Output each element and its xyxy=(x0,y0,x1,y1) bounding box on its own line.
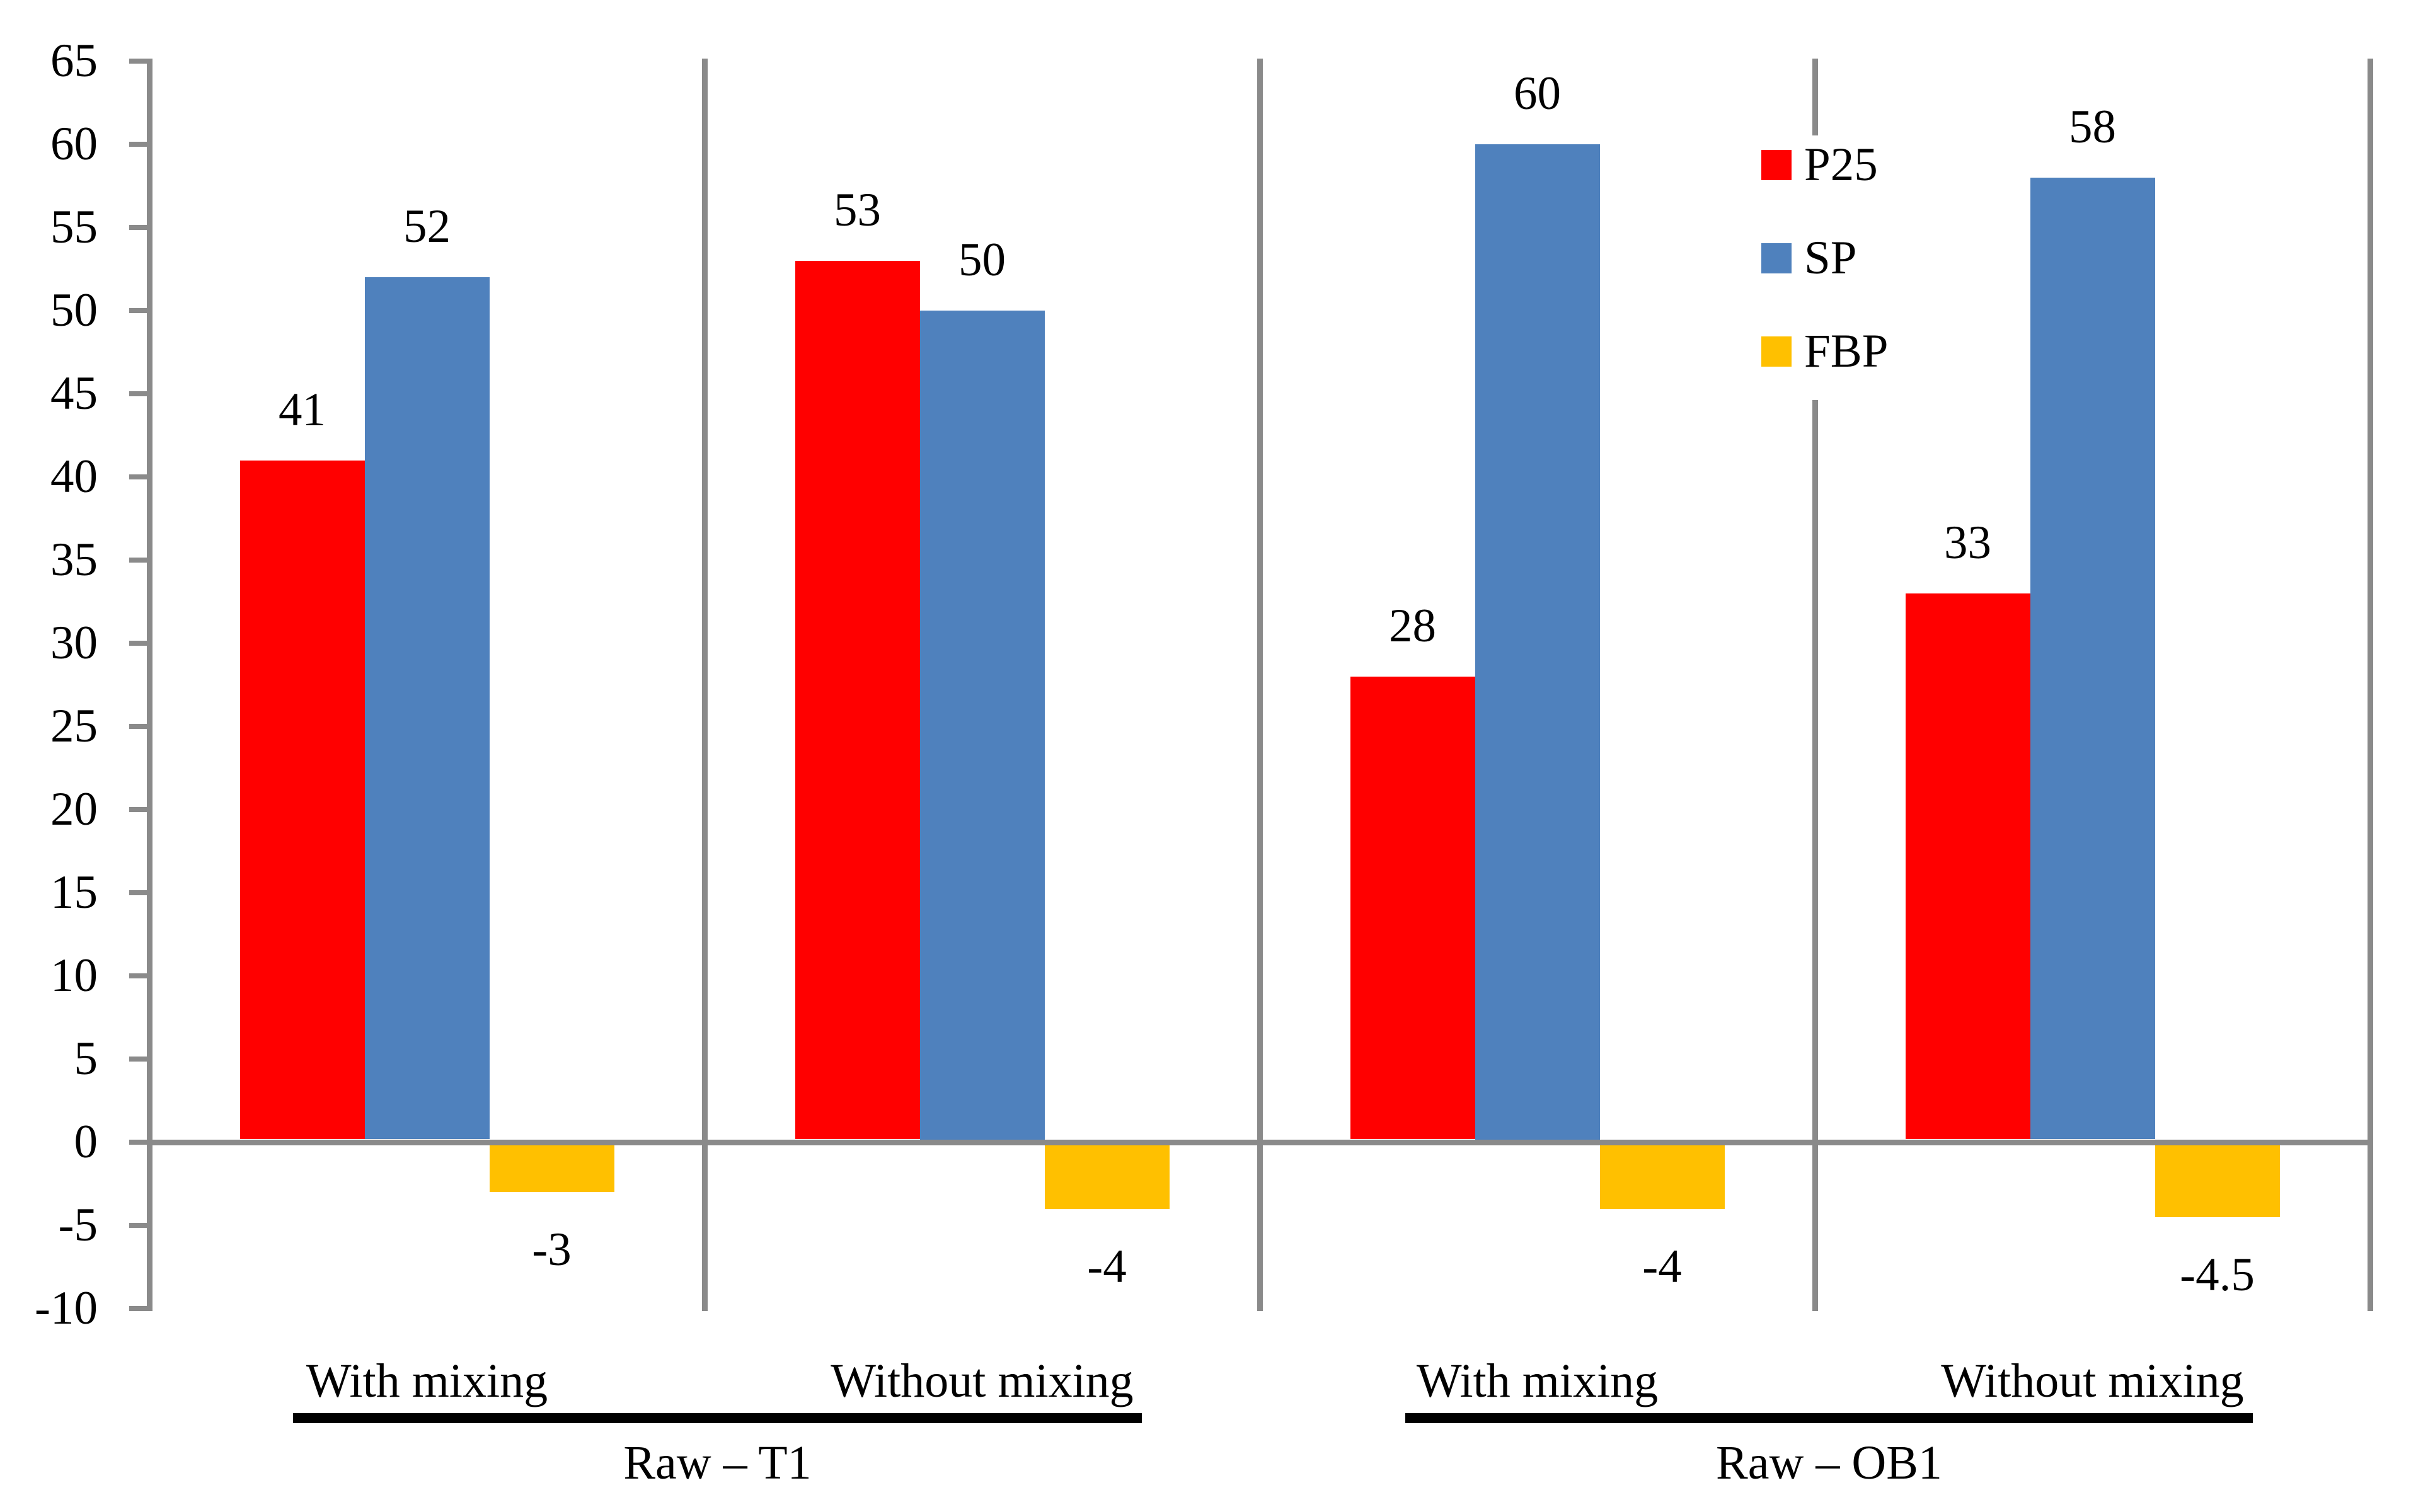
y-axis-tick-label: 65 xyxy=(50,35,98,87)
y-axis-tick-label: -10 xyxy=(35,1282,98,1334)
x-axis-line xyxy=(149,1139,2370,1145)
group-separator-line-1 xyxy=(702,59,708,1311)
legend-label-p25: P25 xyxy=(1804,139,1878,191)
plot-right-border xyxy=(2368,59,2373,1311)
legend-swatch-fbp xyxy=(1761,336,1792,367)
bar-value-label-p25-group2: 53 xyxy=(834,183,881,236)
bar-fbp-group3 xyxy=(1599,1145,1725,1209)
bar-value-label-p25-group3: 28 xyxy=(1389,599,1436,652)
bar-fbp-group4 xyxy=(2155,1145,2280,1217)
y-axis-tick xyxy=(129,890,147,895)
bar-sp-group1 xyxy=(364,277,490,1140)
y-axis-tick-label: 20 xyxy=(50,783,98,835)
group-label-1: Raw – T1 xyxy=(623,1436,812,1489)
bar-value-label-fbp-group2: -4 xyxy=(1087,1240,1127,1293)
y-axis-tick xyxy=(129,641,147,646)
legend-swatch-p25 xyxy=(1761,150,1792,180)
y-axis-tick xyxy=(129,142,147,147)
y-axis-tick xyxy=(129,391,147,396)
category-underline-2 xyxy=(1405,1413,2253,1423)
y-axis-tick xyxy=(129,1140,147,1145)
group-label-2: Raw – OB1 xyxy=(1716,1436,1942,1489)
bar-p25-group4 xyxy=(1905,593,2030,1140)
category-label-group2: Without mixing xyxy=(831,1354,1134,1407)
y-axis-tick xyxy=(129,1223,147,1228)
bar-value-label-fbp-group3: -4 xyxy=(1642,1240,1682,1293)
legend-label-fbp: FBP xyxy=(1804,325,1889,377)
y-axis-tick-label: 35 xyxy=(50,534,98,586)
y-axis-tick xyxy=(129,59,147,64)
y-axis-tick-label: 10 xyxy=(50,949,98,1002)
category-underline-1 xyxy=(293,1413,1142,1423)
bar-value-label-sp-group1: 52 xyxy=(403,200,451,253)
y-axis-tick xyxy=(129,724,147,729)
y-axis-tick-label: 50 xyxy=(50,284,98,336)
y-axis-tick-label: 0 xyxy=(74,1116,98,1168)
bar-sp-group4 xyxy=(2030,177,2155,1140)
bar-fbp-group1 xyxy=(489,1145,614,1193)
bar-value-label-sp-group4: 58 xyxy=(2069,100,2116,153)
category-label-group3: With mixing xyxy=(1416,1354,1659,1407)
bar-value-label-sp-group2: 50 xyxy=(958,234,1006,286)
bar-value-label-p25-group4: 33 xyxy=(1944,516,1991,569)
y-axis-tick xyxy=(129,807,147,812)
y-axis-tick xyxy=(129,474,147,479)
y-axis-tick xyxy=(129,973,147,978)
y-axis-tick xyxy=(129,225,147,230)
y-axis-tick xyxy=(129,558,147,563)
bar-value-label-sp-group3: 60 xyxy=(1514,67,1561,120)
y-axis-tick-label: 60 xyxy=(50,118,98,170)
bar-p25-group3 xyxy=(1350,676,1475,1140)
y-axis-tick-label: 40 xyxy=(50,450,98,503)
group-separator-line-3 xyxy=(1812,59,1818,1311)
bar-value-label-fbp-group4: -4.5 xyxy=(2180,1248,2255,1301)
category-label-group1: With mixing xyxy=(306,1354,548,1407)
bar-p25-group2 xyxy=(795,260,920,1140)
y-axis-tick-label: 25 xyxy=(50,700,98,752)
bar-value-label-fbp-group1: -3 xyxy=(532,1223,572,1276)
bar-sp-group3 xyxy=(1475,144,1600,1140)
category-label-group4: Without mixing xyxy=(1941,1354,2244,1407)
legend-swatch-sp xyxy=(1761,243,1792,273)
legend-label-sp: SP xyxy=(1804,232,1857,284)
y-axis-tick xyxy=(129,308,147,313)
bar-value-label-p25-group1: 41 xyxy=(279,383,326,436)
group-separator-line-2 xyxy=(1257,59,1263,1311)
y-axis-tick-label: -5 xyxy=(58,1199,98,1251)
y-axis-tick-label: 45 xyxy=(50,367,98,420)
y-axis-tick xyxy=(129,1057,147,1062)
y-axis-tick xyxy=(129,1306,147,1311)
y-axis-line xyxy=(147,59,152,1311)
y-axis-tick-label: 30 xyxy=(50,617,98,669)
y-axis-tick-label: 15 xyxy=(50,866,98,919)
bar-sp-group2 xyxy=(919,311,1045,1140)
y-axis-tick-label: 5 xyxy=(74,1033,98,1085)
bar-fbp-group2 xyxy=(1044,1145,1170,1209)
y-axis-tick-label: 55 xyxy=(50,201,98,253)
bar-p25-group1 xyxy=(239,460,365,1140)
